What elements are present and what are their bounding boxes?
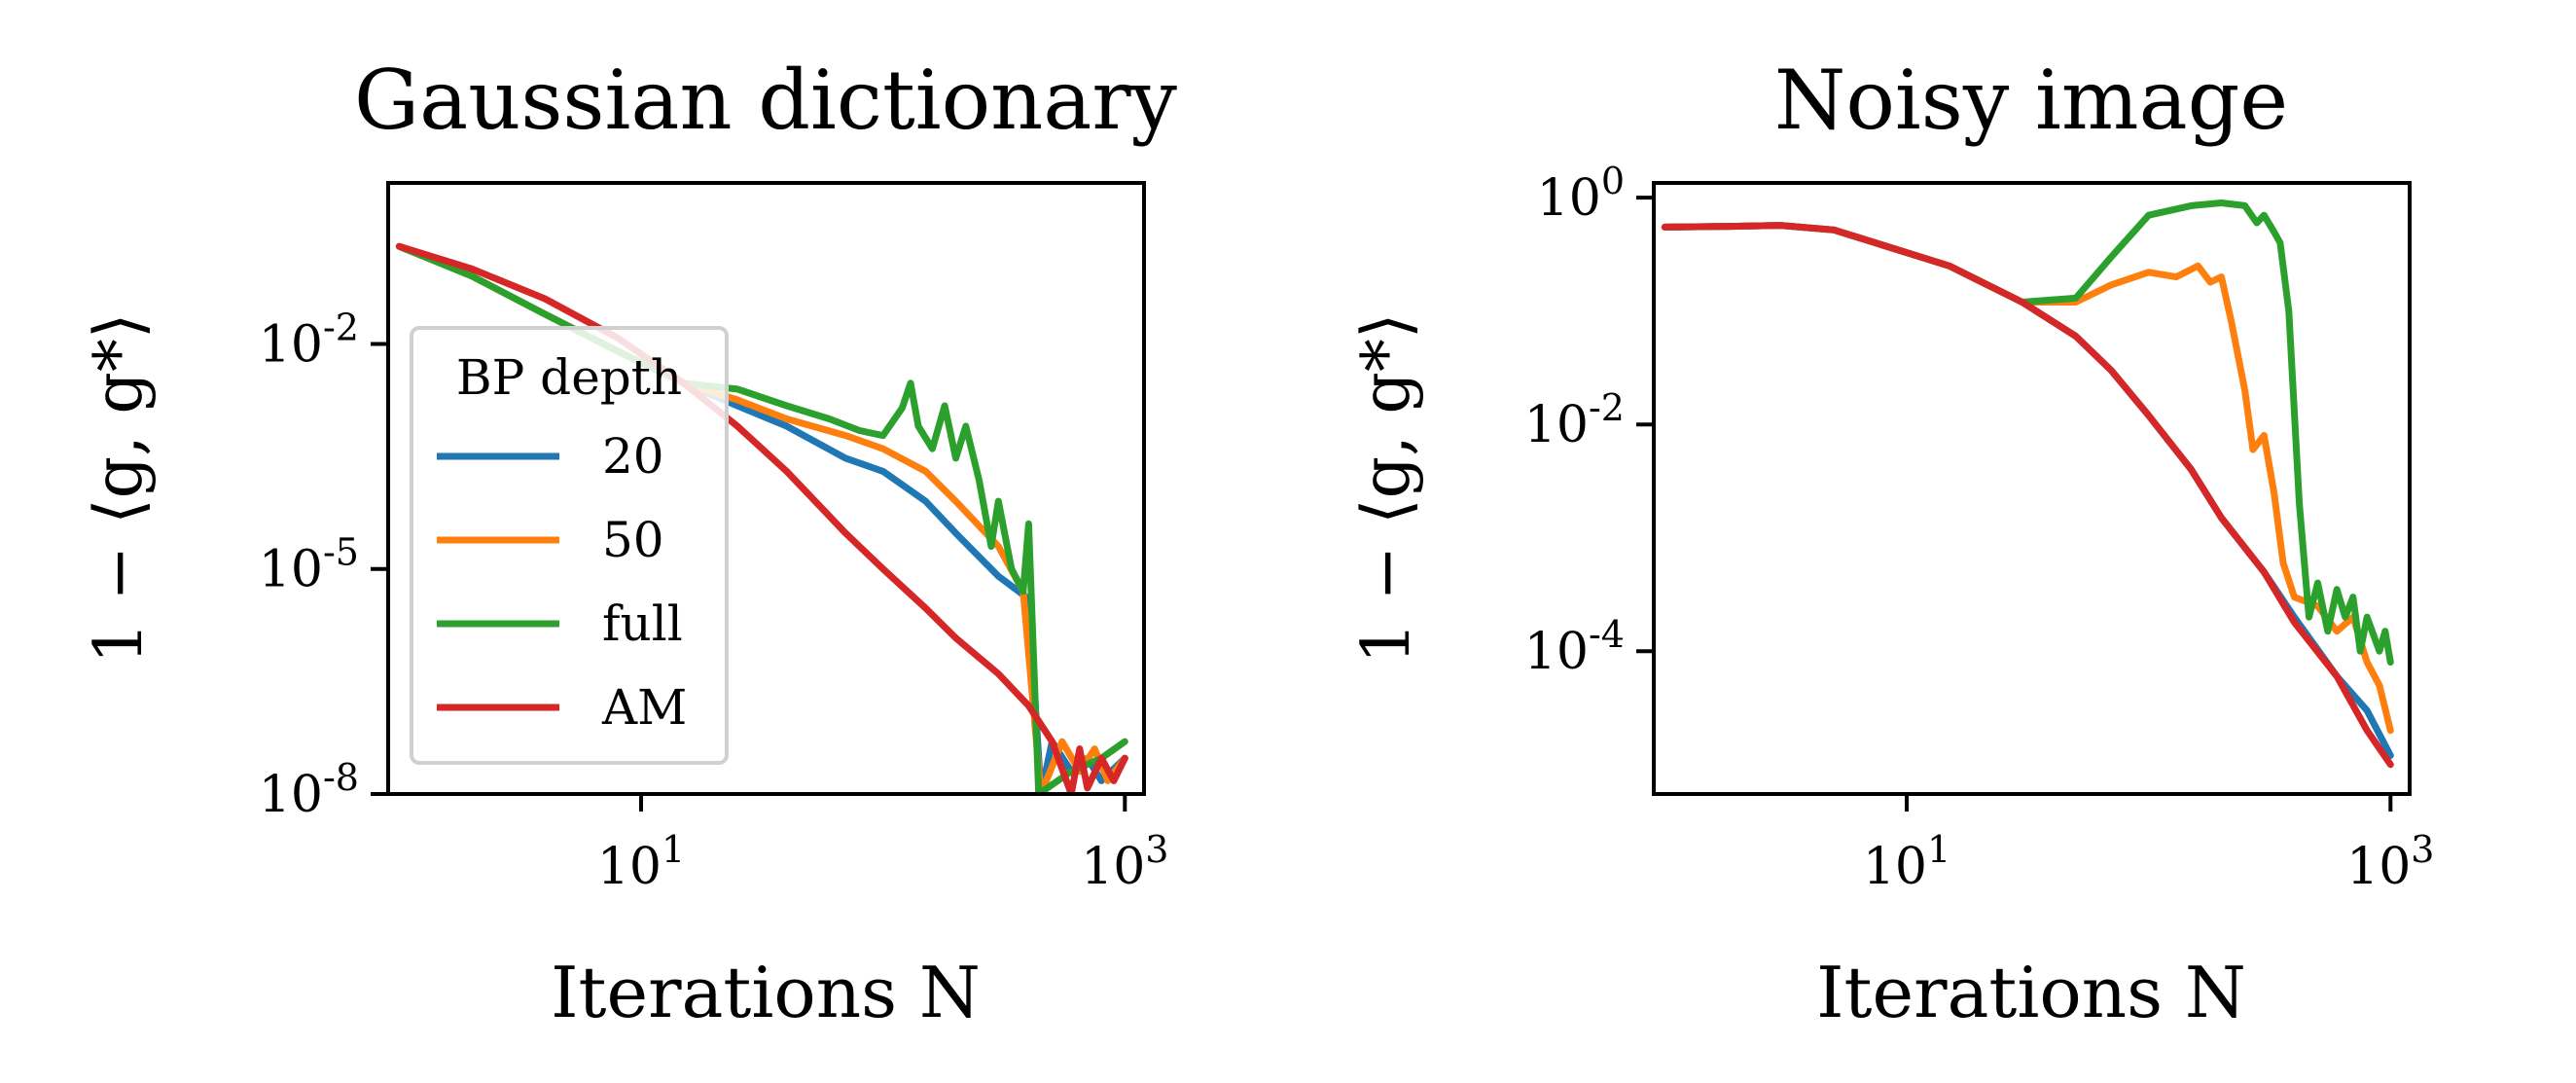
plot-frame (386, 181, 1146, 796)
y-tick-label: 10-5 (259, 531, 359, 599)
chart-panel-gaussian-dictionary: Gaussian dictionary 101 103 10-2 10-5 10-8 I… (81, 53, 1177, 1033)
legend-label: full (602, 596, 683, 652)
x-tick-label: 101 (1863, 828, 1950, 896)
series-line-AM (1661, 222, 2394, 769)
chart-title: Noisy image (1774, 53, 2288, 148)
x-axis-label: Iterations N (1816, 952, 2246, 1033)
chart-title: Gaussian dictionary (354, 53, 1177, 148)
chart-panel-noisy-image: Noisy image 101 103 100 10-2 10-4 Iterations… (1348, 53, 2434, 1033)
plot-frame (1652, 181, 2412, 796)
y-axis-label: 1 − ⟨g, g*⟩ (1348, 313, 1425, 665)
legend-label: AM (601, 679, 687, 736)
y-tick-label: 10-4 (1524, 613, 1625, 681)
y-tick-label: 10-2 (1524, 386, 1625, 454)
x-tick-label: 103 (1081, 828, 1168, 896)
legend-title: BP depth (456, 349, 682, 406)
legend-box (410, 326, 729, 765)
y-tick-label: 10-2 (259, 306, 359, 374)
x-tick-label: 103 (2346, 828, 2434, 896)
y-tick-label: 10-8 (259, 756, 359, 824)
y-tick-label: 100 (1537, 160, 1625, 228)
legend-label: 50 (602, 512, 664, 568)
x-axis-label: Iterations N (551, 952, 981, 1033)
legend-label: 20 (602, 428, 664, 485)
x-tick-label: 101 (597, 828, 685, 896)
legend: BP depth 20 50 full AM (410, 326, 729, 765)
y-axis-label: 1 − ⟨g, g*⟩ (81, 313, 158, 665)
